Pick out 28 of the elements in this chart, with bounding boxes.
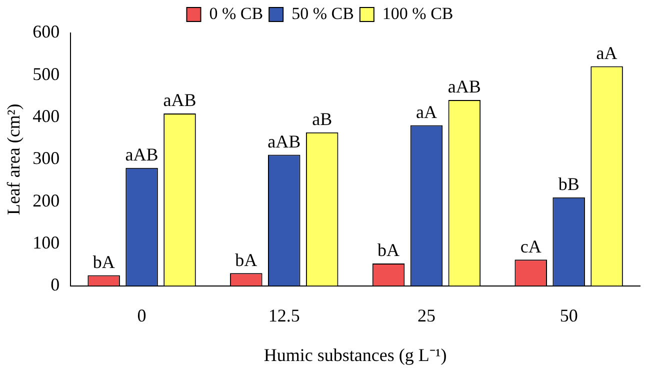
y-tick-label: 600	[32, 22, 60, 42]
data-label: aAB	[268, 132, 301, 152]
x-tick-label: 50	[560, 305, 578, 326]
data-label: aAB	[125, 144, 158, 165]
y-tick-label: 400	[32, 106, 60, 126]
x-axis-title: Humic substances (g L⁻¹)	[264, 344, 447, 365]
y-tick-label: 300	[32, 148, 60, 168]
legend-label: 0 % CB	[209, 4, 264, 23]
legend-label: 100 % CB	[382, 4, 454, 23]
x-tick-label: 25	[417, 305, 436, 326]
data-label: aA	[596, 43, 618, 64]
data-label: cA	[520, 236, 542, 256]
data-label: aAB	[163, 90, 196, 110]
legend-label: 50 % CB	[292, 4, 354, 23]
y-tick-label: 500	[32, 64, 60, 84]
x-tick-label: 0	[137, 305, 146, 326]
data-label: aAB	[448, 76, 481, 97]
data-label: bB	[558, 174, 580, 194]
data-label: aB	[312, 109, 332, 130]
x-tick-label: 12.5	[268, 305, 300, 326]
y-tick-label: 100	[32, 232, 60, 252]
data-label: bA	[235, 250, 258, 270]
data-label: bA	[92, 252, 115, 272]
y-tick-label: 0	[50, 274, 60, 295]
data-label: aA	[416, 102, 437, 122]
y-tick-label: 200	[32, 190, 60, 210]
data-label: bA	[378, 240, 400, 260]
y-axis-title: Leaf area (cm²)	[4, 104, 24, 216]
